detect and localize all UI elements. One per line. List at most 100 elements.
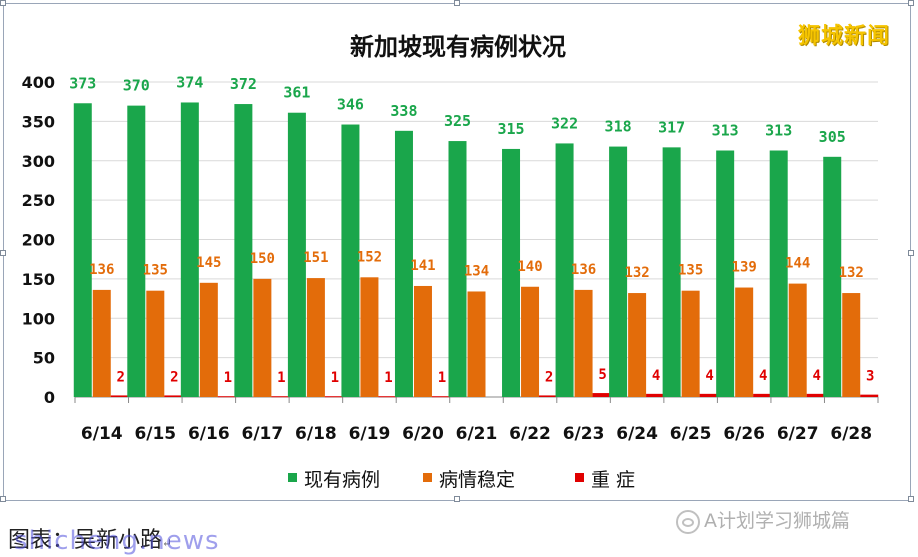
current-bar <box>716 150 735 397</box>
x-tick-label: 6/19 <box>349 424 391 444</box>
y-tick-label: 400 <box>22 73 55 92</box>
return-mark: ↵ <box>162 536 173 550</box>
current-bar <box>609 146 628 397</box>
current-data-label: 322 <box>551 114 578 132</box>
severe-data-label: 4 <box>705 368 713 384</box>
stable-data-label: 145 <box>196 255 221 271</box>
severe-bar <box>699 393 718 397</box>
resize-handle-bottom-left[interactable] <box>0 496 6 502</box>
resize-handle-bottom-right[interactable] <box>908 496 914 502</box>
x-tick-label: 6/17 <box>242 424 284 444</box>
resize-handle-middle-right[interactable] <box>908 250 914 256</box>
resize-handle-top-right[interactable] <box>908 0 914 6</box>
y-tick-label: 0 <box>44 388 55 407</box>
severe-bar <box>592 393 611 397</box>
current-data-label: 338 <box>390 102 417 120</box>
severe-data-label: 4 <box>812 368 820 384</box>
current-bar <box>287 112 306 398</box>
severe-data-label: 1 <box>331 370 339 386</box>
current-bar <box>502 148 521 397</box>
legend-label: 病情稳定 <box>439 469 515 491</box>
current-bar <box>73 103 92 397</box>
x-tick-label: 6/28 <box>830 424 872 444</box>
current-data-label: 305 <box>819 128 846 146</box>
stable-bar <box>842 293 861 397</box>
current-data-label: 315 <box>497 120 524 138</box>
legend-swatch <box>423 473 432 482</box>
stable-bar <box>92 289 111 397</box>
x-tick-label: 6/23 <box>563 424 605 444</box>
severe-data-label: 1 <box>224 370 232 386</box>
stable-data-label: 150 <box>250 251 275 267</box>
x-tick-label: 6/14 <box>81 424 123 444</box>
severe-bar <box>431 396 450 398</box>
current-bar <box>769 150 788 397</box>
stable-bar <box>521 286 540 397</box>
y-tick-label: 300 <box>22 152 55 171</box>
resize-handle-top-center[interactable] <box>454 0 460 6</box>
x-tick-label: 6/27 <box>777 424 819 444</box>
stable-bar <box>735 287 754 397</box>
stable-data-label: 139 <box>732 260 757 276</box>
stable-bar <box>360 277 379 397</box>
severe-bar <box>378 396 397 398</box>
x-tick-label: 6/25 <box>670 424 712 444</box>
severe-bar <box>324 396 343 398</box>
severe-bar <box>164 395 183 397</box>
severe-bar <box>806 393 825 397</box>
legend-swatch <box>575 473 584 482</box>
current-data-label: 313 <box>712 122 739 140</box>
stable-data-label: 151 <box>303 250 328 266</box>
severe-data-label: 1 <box>438 370 446 386</box>
current-data-label: 318 <box>605 118 632 136</box>
severe-data-label: 4 <box>652 368 660 384</box>
resize-handle-top-left[interactable] <box>0 0 6 6</box>
stable-data-label: 136 <box>89 262 114 278</box>
current-data-label: 373 <box>69 74 96 92</box>
wechat-account-name: A计划学习狮城篇 <box>704 510 850 532</box>
stable-data-label: 134 <box>464 263 489 279</box>
current-bar <box>394 130 413 397</box>
stable-bar <box>628 293 647 397</box>
current-data-label: 372 <box>230 75 257 93</box>
x-tick-label: 6/20 <box>402 424 444 444</box>
stable-bar <box>788 283 807 397</box>
severe-bar <box>110 395 129 397</box>
x-tick-label: 6/16 <box>188 424 230 444</box>
severe-data-label: 2 <box>117 369 125 385</box>
y-tick-label: 100 <box>22 309 55 328</box>
stable-data-label: 140 <box>517 259 542 275</box>
stable-bar <box>574 289 593 397</box>
current-data-label: 325 <box>444 112 471 130</box>
stable-bar <box>467 291 486 397</box>
resize-handle-middle-left[interactable] <box>0 250 6 256</box>
x-tick-label: 6/26 <box>723 424 765 444</box>
current-bar <box>341 124 360 398</box>
severe-data-label: 2 <box>170 369 178 385</box>
current-bar <box>180 102 199 397</box>
severe-bar <box>860 394 879 397</box>
severe-bar <box>539 395 558 397</box>
y-tick-label: 250 <box>22 191 55 210</box>
x-tick-label: 6/24 <box>616 424 658 444</box>
severe-data-label: 2 <box>545 369 553 385</box>
wechat-icon <box>676 509 700 534</box>
severe-bar <box>753 393 772 397</box>
current-data-label: 370 <box>123 77 150 95</box>
severe-bar <box>271 396 290 398</box>
chart-title: 新加坡现有病例状况 <box>350 33 566 61</box>
current-data-label: 346 <box>337 96 364 114</box>
stable-bar <box>681 290 700 397</box>
x-tick-label: 6/18 <box>295 424 337 444</box>
resize-handle-bottom-center[interactable] <box>454 496 460 502</box>
watermark: shicheng.news <box>14 526 220 556</box>
bar-chart: 新加坡现有病例状况 0 50 100 150 200 250 300 350 400 373 136 2… <box>22 33 879 491</box>
x-tick-label: 6/15 <box>134 424 176 444</box>
stable-bar <box>413 285 432 397</box>
stable-data-label: 135 <box>143 263 168 279</box>
caption-text: 图表：吴新小路 <box>8 528 163 553</box>
current-data-label: 317 <box>658 118 685 136</box>
stable-data-label: 136 <box>571 262 596 278</box>
x-tick-label: 6/21 <box>456 424 498 444</box>
y-tick-label: 150 <box>22 270 55 289</box>
